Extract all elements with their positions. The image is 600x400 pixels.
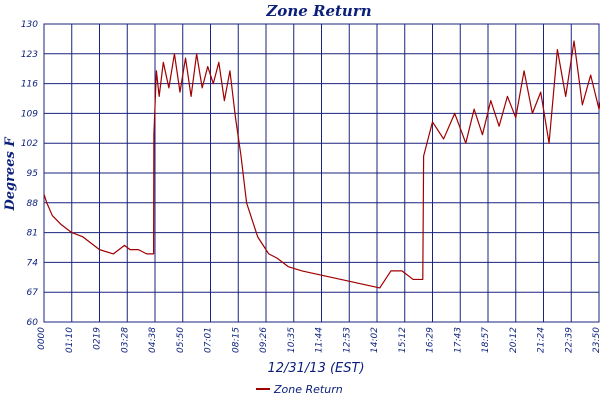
y-axis-label: Degrees F [3, 137, 18, 212]
x-tick-label: 18:57 [481, 327, 491, 353]
x-axis-ticks: 0000 01:10 0219 03:28 04:38 05:50 07:01 08:15 09… [37, 327, 600, 353]
y-axis-ticks: 60 67 74 81 88 95 102 109 116 123 130 [21, 20, 38, 328]
y-tick-label: 130 [21, 20, 38, 30]
grid [43, 23, 600, 323]
series-layer [43, 40, 600, 289]
y-tick-label: 102 [21, 139, 38, 149]
y-tick-label: 67 [27, 288, 39, 298]
y-tick-label: 88 [27, 199, 39, 209]
y-tick-label: 116 [21, 80, 38, 90]
x-tick-label: 03:28 [120, 327, 130, 353]
x-axis-label: 12/31/13 (EST) [267, 361, 364, 376]
x-tick-label: 09:26 [259, 327, 269, 353]
y-tick-label: 95 [27, 169, 39, 179]
x-tick-label: 04:38 [148, 327, 158, 353]
x-tick-label: 15:12 [398, 327, 408, 353]
x-tick-label: 12:53 [342, 327, 352, 353]
x-tick-label: 16:29 [426, 327, 436, 353]
legend: Zone Return [256, 383, 343, 396]
y-tick-label: 109 [21, 109, 38, 119]
x-tick-label: 23:50 [592, 327, 600, 353]
x-tick-label: 0000 [37, 327, 47, 350]
x-tick-label: 0219 [93, 327, 103, 350]
chart-title: Zone Return [265, 2, 371, 20]
x-tick-label: 11:44 [315, 327, 325, 353]
x-tick-label: 21:24 [537, 327, 547, 353]
plot-area-frame [43, 23, 600, 323]
y-tick-label: 74 [27, 258, 39, 268]
x-tick-label: 22:39 [564, 327, 574, 353]
x-tick-label: 07:01 [204, 327, 214, 353]
x-tick-label: 08:15 [231, 327, 241, 353]
x-tick-label: 10:35 [287, 327, 297, 353]
x-tick-label: 17:43 [453, 327, 463, 353]
y-tick-label: 60 [27, 318, 39, 328]
y-tick-label: 81 [27, 229, 38, 239]
x-tick-label: 14:02 [370, 327, 380, 353]
legend-label: Zone Return [273, 383, 343, 396]
y-tick-label: 123 [21, 50, 38, 60]
x-tick-label: 01:10 [65, 327, 75, 353]
series-line-zone-return [43, 40, 600, 289]
x-tick-label: 20:12 [509, 327, 519, 353]
x-tick-label: 05:50 [176, 327, 186, 353]
